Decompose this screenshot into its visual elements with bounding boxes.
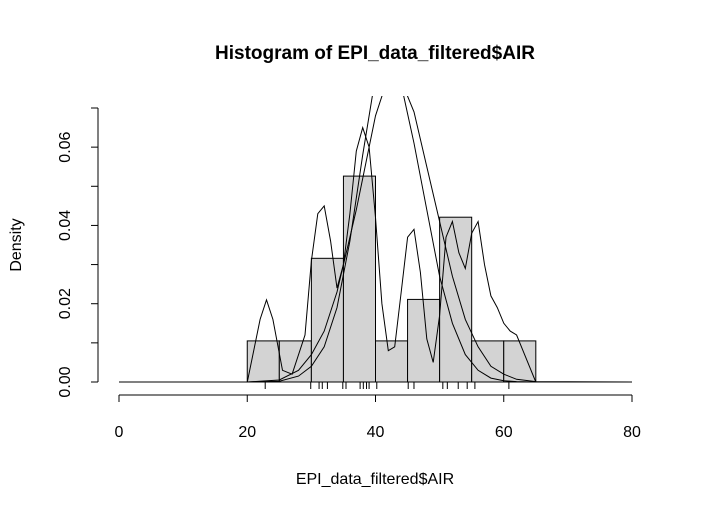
- chart-title: Histogram of EPI_data_filtered$AIR: [215, 43, 535, 64]
- density-curves: [119, 96, 633, 383]
- y-tick-label: 0.02: [57, 288, 74, 319]
- density-curve: [119, 125, 632, 383]
- x-tick-label: 0: [115, 424, 124, 441]
- x-axis-label: EPI_data_filtered$AIR: [296, 471, 454, 488]
- histogram-bar: [278, 340, 312, 383]
- histogram-bar: [342, 175, 376, 383]
- x-axis: 0 20 40 60 80: [115, 394, 641, 441]
- density-curve: [119, 96, 632, 383]
- x-tick-label: 60: [495, 424, 513, 441]
- histogram-bar: [375, 340, 409, 383]
- y-axis-label: Density: [8, 218, 25, 271]
- y-tick-label: 0.04: [57, 210, 74, 241]
- histogram-bar: [503, 340, 537, 383]
- y-tick-label: 0.06: [57, 131, 74, 162]
- histogram-bars: [246, 175, 537, 383]
- x-tick-label: 40: [367, 424, 385, 441]
- density-curve: [119, 96, 633, 383]
- x-tick-label: 80: [623, 424, 641, 441]
- y-tick-label: 0.00: [57, 366, 74, 397]
- y-axis: 0.00 0.02 0.04 0.06: [57, 107, 99, 398]
- histogram-bar: [246, 340, 280, 383]
- x-tick-label: 20: [238, 424, 256, 441]
- histogram-bar: [407, 298, 441, 383]
- rug-marks: [264, 382, 510, 389]
